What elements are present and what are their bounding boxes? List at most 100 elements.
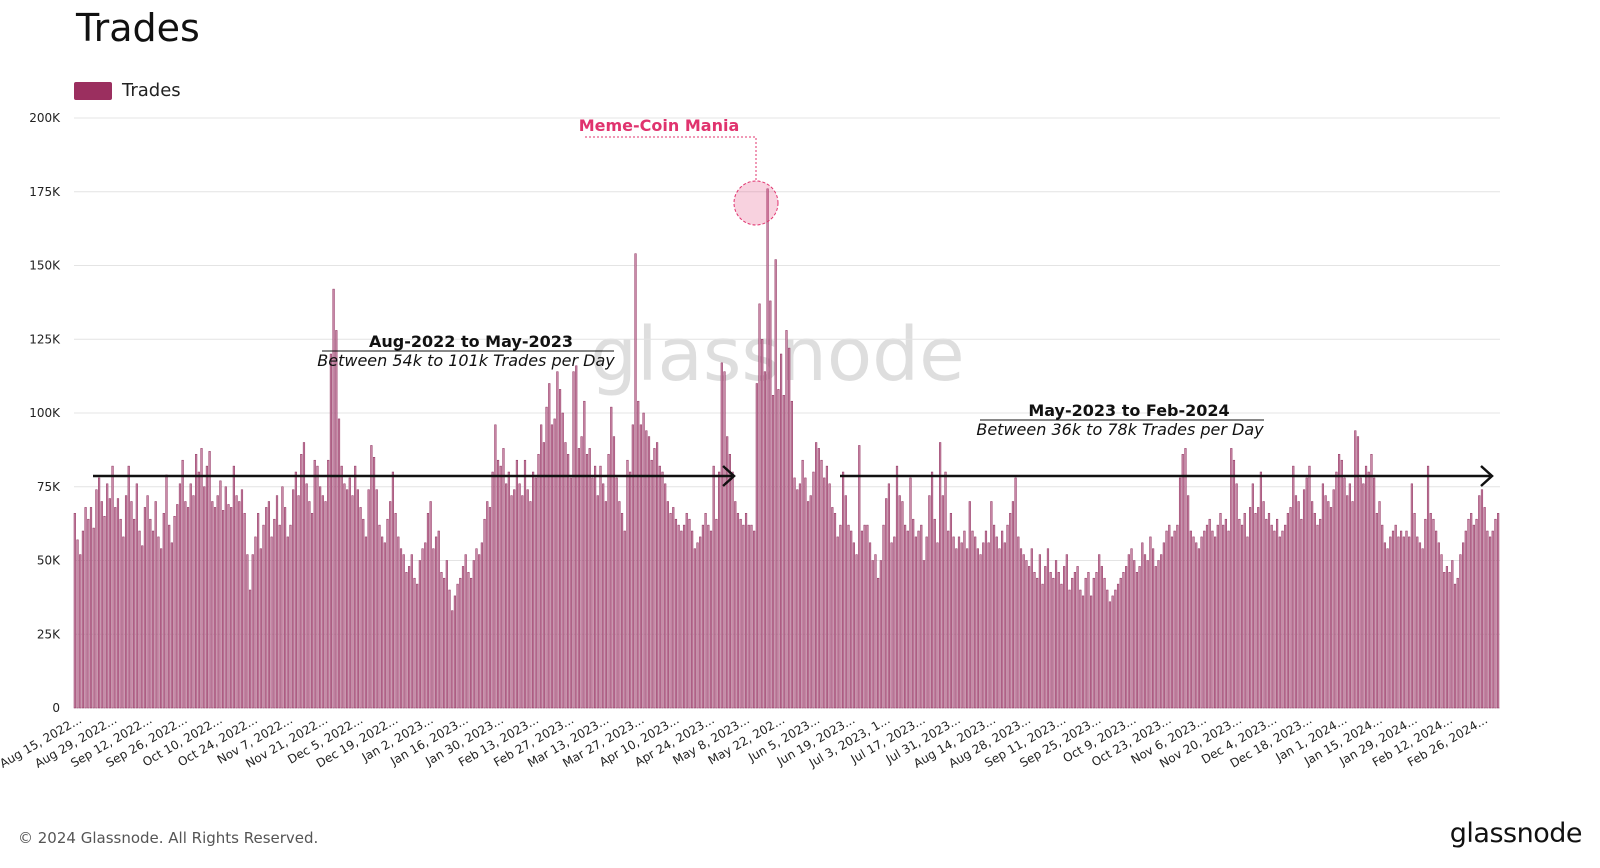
bar[interactable] <box>750 524 753 709</box>
bar[interactable] <box>1044 566 1047 709</box>
bar[interactable] <box>720 362 723 709</box>
bar[interactable] <box>203 486 206 709</box>
bar[interactable] <box>451 610 454 709</box>
bar[interactable] <box>812 471 815 709</box>
bar[interactable] <box>540 424 543 709</box>
bar[interactable] <box>332 288 335 709</box>
bar[interactable] <box>1071 577 1074 709</box>
bar[interactable] <box>664 483 667 709</box>
bar[interactable] <box>265 507 268 709</box>
bar[interactable] <box>98 477 101 709</box>
bar[interactable] <box>693 548 696 709</box>
bar[interactable] <box>284 507 287 709</box>
bar[interactable] <box>742 524 745 709</box>
bar[interactable] <box>583 400 586 709</box>
bar[interactable] <box>1184 448 1187 709</box>
bar[interactable] <box>1211 530 1214 709</box>
bar[interactable] <box>1408 536 1411 709</box>
bar[interactable] <box>761 339 764 709</box>
bar[interactable] <box>340 465 343 709</box>
bar[interactable] <box>788 347 791 709</box>
bar[interactable] <box>599 465 602 709</box>
bar[interactable] <box>672 507 675 709</box>
bar[interactable] <box>386 518 389 709</box>
bar[interactable] <box>855 554 858 709</box>
bar[interactable] <box>723 371 726 709</box>
bar[interactable] <box>281 486 284 709</box>
bar[interactable] <box>594 465 597 709</box>
bar[interactable] <box>626 459 629 709</box>
bar[interactable] <box>119 518 122 709</box>
bar[interactable] <box>273 518 276 709</box>
bar[interactable] <box>523 459 527 709</box>
bar[interactable] <box>979 554 982 709</box>
bar[interactable] <box>1127 554 1130 709</box>
bar[interactable] <box>763 371 767 709</box>
bar[interactable] <box>558 389 562 709</box>
bar[interactable] <box>348 477 351 709</box>
bar[interactable] <box>709 530 713 709</box>
bar[interactable] <box>149 518 152 709</box>
bar[interactable] <box>1437 542 1440 709</box>
bar[interactable] <box>647 436 651 709</box>
bar[interactable] <box>704 513 707 709</box>
bar[interactable] <box>1297 501 1300 709</box>
bar[interactable] <box>300 454 303 709</box>
bar[interactable] <box>982 542 985 709</box>
bar[interactable] <box>1381 524 1384 709</box>
bar[interactable] <box>1192 536 1195 709</box>
bar[interactable] <box>1227 530 1230 709</box>
bar[interactable] <box>1019 548 1023 709</box>
bar[interactable] <box>470 577 473 709</box>
bar[interactable] <box>771 395 775 709</box>
bar[interactable] <box>418 560 421 709</box>
bar[interactable] <box>443 577 446 709</box>
bar[interactable] <box>426 513 430 709</box>
bar[interactable] <box>1316 524 1319 709</box>
bar[interactable] <box>949 513 953 709</box>
bar[interactable] <box>1025 560 1028 709</box>
bar[interactable] <box>518 483 521 709</box>
bar[interactable] <box>1426 465 1430 709</box>
bar[interactable] <box>796 489 799 709</box>
bar[interactable] <box>1305 477 1308 709</box>
bar[interactable] <box>394 513 397 709</box>
bar[interactable] <box>440 572 443 709</box>
bar[interactable] <box>561 412 564 709</box>
bar[interactable] <box>184 501 187 709</box>
bar[interactable] <box>1114 589 1117 709</box>
bar[interactable] <box>537 454 540 709</box>
bar[interactable] <box>831 507 834 709</box>
bar[interactable] <box>1319 518 1322 709</box>
bar[interactable] <box>453 595 457 709</box>
bar[interactable] <box>602 483 605 709</box>
bar[interactable] <box>270 536 273 709</box>
bar[interactable] <box>1391 530 1395 709</box>
bar[interactable] <box>106 483 109 709</box>
bar[interactable] <box>960 542 963 709</box>
bar[interactable] <box>866 524 869 709</box>
bar[interactable] <box>1065 554 1068 709</box>
bar[interactable] <box>1410 483 1413 709</box>
bar[interactable] <box>133 518 136 709</box>
bar[interactable] <box>823 477 826 709</box>
bar[interactable] <box>1200 536 1203 709</box>
bar[interactable] <box>1014 477 1017 709</box>
bar[interactable] <box>1216 524 1219 709</box>
bar[interactable] <box>372 457 376 709</box>
bar[interactable] <box>160 548 163 709</box>
bar[interactable] <box>84 507 87 709</box>
bar[interactable] <box>1125 566 1128 709</box>
bar[interactable] <box>499 465 502 709</box>
bar[interactable] <box>389 501 392 709</box>
bar[interactable] <box>1219 513 1222 709</box>
bar[interactable] <box>707 524 710 709</box>
bar[interactable] <box>108 498 111 709</box>
bar[interactable] <box>828 483 831 709</box>
bar[interactable] <box>1235 483 1238 709</box>
bar[interactable] <box>1475 518 1478 709</box>
bar[interactable] <box>850 530 853 709</box>
bar[interactable] <box>170 542 173 709</box>
bar[interactable] <box>939 442 942 709</box>
bar[interactable] <box>1397 536 1400 709</box>
